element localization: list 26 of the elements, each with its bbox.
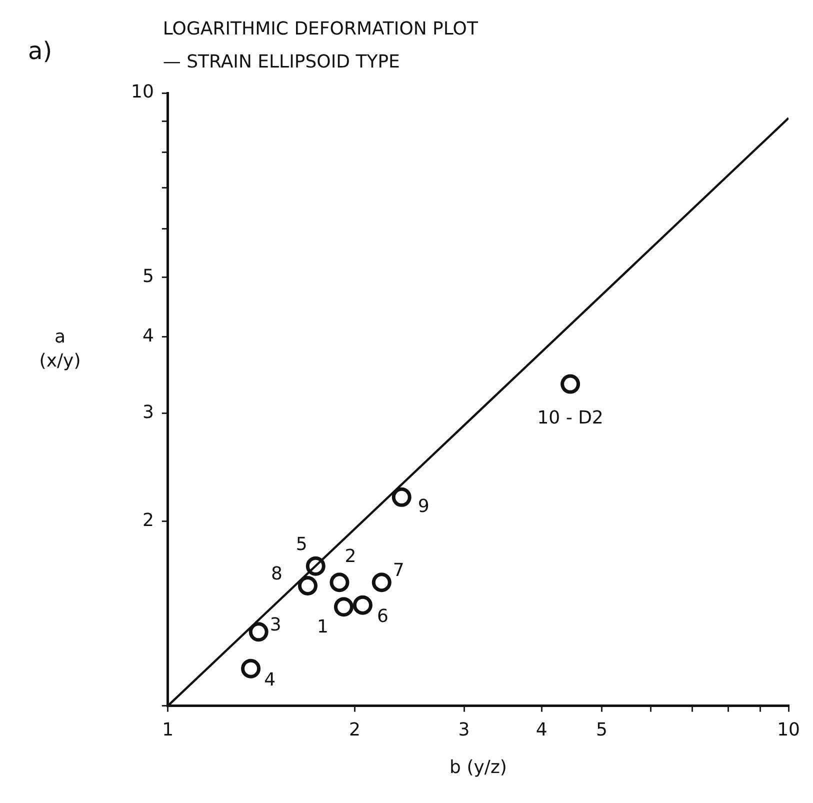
annotation: 6 [376,606,388,627]
annotation: 3 [270,614,282,636]
x-tick-label: 5 [596,719,608,740]
annotation: 9 [418,496,430,517]
y-tick-label: 2 [142,510,154,531]
y-tick-label: 3 [142,402,154,424]
x-tick-label: 3 [458,719,470,740]
x-tick-label: 10 [777,719,800,740]
text: a) [28,37,52,66]
annotation: 2 [344,546,356,568]
chart-title: LOGARITHMIC DEFORMATION PLOT [162,18,479,40]
annotation: 1 [317,616,328,638]
annotation: 10 - D2 [537,408,604,429]
annotation: 4 [264,669,276,690]
x-tick-label: 4 [536,719,548,740]
annotation: 7 [392,560,404,582]
x-tick-label: 2 [349,719,360,740]
x-tick-label: 1 [162,719,174,740]
y-axis-title: a (x/y) [39,326,81,372]
annotation: 5 [296,534,308,555]
y-tick-label: 10 [131,82,154,103]
y-tick-label: 5 [142,266,154,288]
chart-subtitle: — STRAIN ELLIPSOID TYPE [162,52,400,73]
y-tick-label: 4 [142,326,154,347]
annotation: 8 [271,563,282,584]
x-axis-title: b (y/z) [450,756,507,778]
